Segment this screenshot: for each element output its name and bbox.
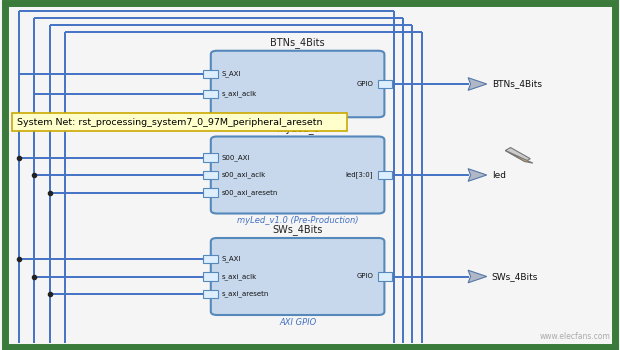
FancyBboxPatch shape (203, 153, 218, 162)
Polygon shape (505, 148, 530, 162)
FancyBboxPatch shape (203, 90, 218, 98)
FancyBboxPatch shape (378, 272, 392, 281)
FancyBboxPatch shape (378, 171, 392, 179)
Text: GPIO: GPIO (356, 273, 373, 280)
Polygon shape (468, 78, 487, 90)
FancyBboxPatch shape (203, 70, 218, 78)
FancyBboxPatch shape (203, 171, 218, 179)
Text: myLed_0: myLed_0 (276, 123, 319, 134)
Text: SWs_4Bits: SWs_4Bits (492, 272, 538, 281)
Text: BTNs_4Bits: BTNs_4Bits (492, 79, 542, 89)
Text: SWs_4Bits: SWs_4Bits (272, 224, 323, 235)
Text: System Net: rst_processing_system7_0_97M_peripheral_aresetn: System Net: rst_processing_system7_0_97M… (17, 118, 323, 127)
Text: S00_AXI: S00_AXI (222, 154, 250, 161)
Text: s_axi_aclk: s_axi_aclk (222, 91, 257, 97)
Text: BTNs_4Bits: BTNs_4Bits (270, 37, 325, 48)
Text: myLed_v1.0 (Pre-Production): myLed_v1.0 (Pre-Production) (237, 216, 358, 225)
FancyBboxPatch shape (378, 80, 392, 88)
FancyBboxPatch shape (211, 238, 384, 315)
Text: s_axi_aclk: s_axi_aclk (222, 273, 257, 280)
Text: led[3:0]: led[3:0] (346, 172, 373, 178)
FancyBboxPatch shape (211, 51, 384, 117)
Text: s_axi_aresetn: s_axi_aresetn (222, 290, 269, 298)
FancyBboxPatch shape (12, 113, 347, 131)
FancyBboxPatch shape (203, 272, 218, 281)
FancyBboxPatch shape (203, 290, 218, 298)
Polygon shape (468, 270, 487, 283)
Text: S_AXI: S_AXI (222, 256, 241, 262)
Text: www.elecfans.com: www.elecfans.com (540, 332, 611, 341)
Text: GPIO: GPIO (356, 81, 373, 87)
Text: led: led (492, 170, 506, 180)
FancyBboxPatch shape (203, 188, 218, 197)
Polygon shape (468, 169, 487, 181)
Text: AXI GPIO: AXI GPIO (279, 120, 316, 129)
Text: S_AXI: S_AXI (222, 71, 241, 77)
FancyBboxPatch shape (211, 136, 384, 214)
FancyBboxPatch shape (203, 255, 218, 263)
Polygon shape (505, 150, 533, 163)
Text: s00_axi_aresetn: s00_axi_aresetn (222, 189, 278, 196)
Text: s00_axi_aclk: s00_axi_aclk (222, 172, 266, 178)
Text: AXI GPIO: AXI GPIO (279, 318, 316, 327)
FancyBboxPatch shape (5, 3, 615, 347)
